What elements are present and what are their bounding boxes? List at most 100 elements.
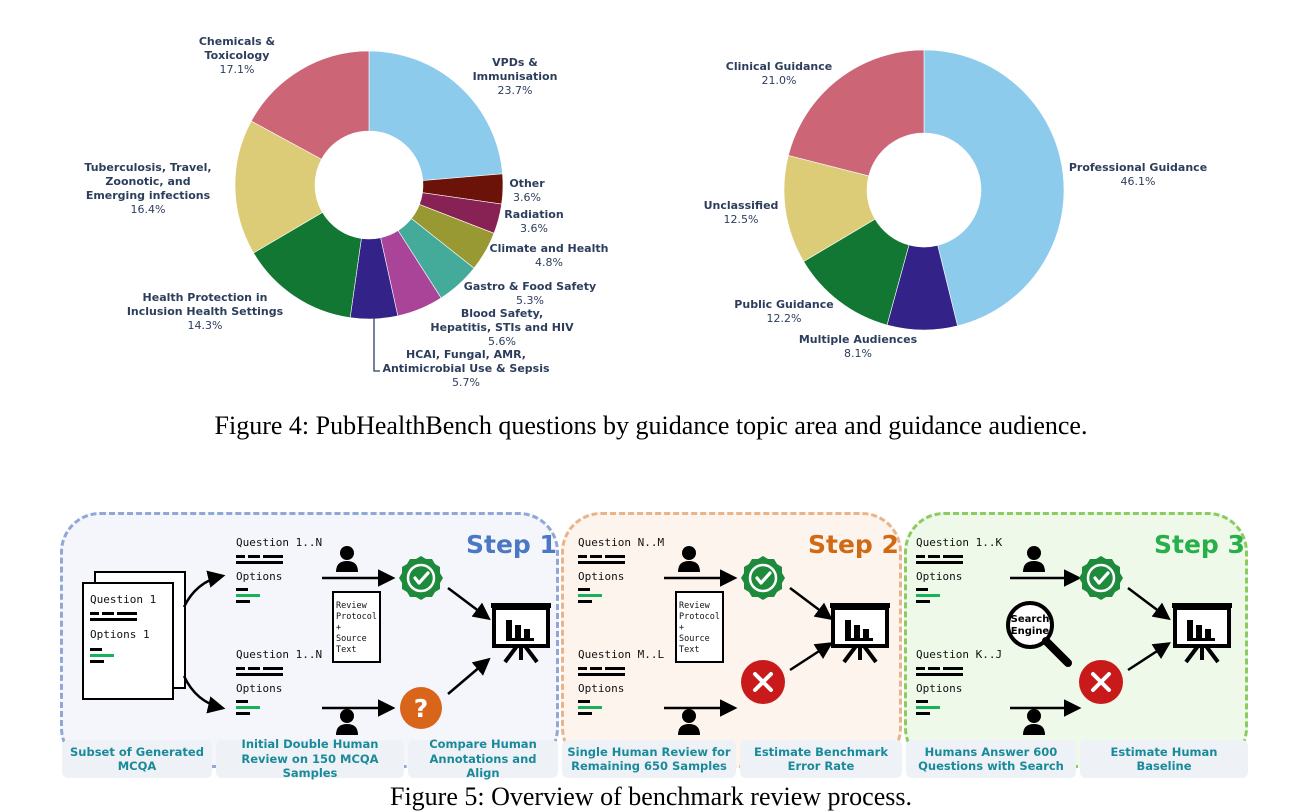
svg-text:8.1%: 8.1% — [844, 347, 872, 360]
svg-text:Public Guidance: Public Guidance — [734, 298, 833, 311]
svg-text:Protocol: Protocol — [679, 612, 720, 622]
svg-text:4.8%: 4.8% — [535, 256, 563, 269]
svg-text:Antimicrobial Use & Sepsis: Antimicrobial Use & Sepsis — [382, 362, 550, 375]
svg-text:Chemicals &: Chemicals & — [199, 35, 276, 48]
svg-text:Health Protection in: Health Protection in — [143, 291, 268, 304]
slice-label-public: Public Guidance 12.2% — [734, 298, 833, 325]
options-label: Options — [916, 570, 962, 583]
svg-text:Review: Review — [679, 601, 711, 611]
svg-text:Toxicology: Toxicology — [205, 49, 270, 62]
svg-text:Source: Source — [679, 634, 710, 644]
reviewer-person-icon — [678, 709, 700, 735]
svg-text:5.3%: 5.3% — [516, 294, 544, 307]
stage-box-compare-align: Compare Human Annotations and Align — [408, 737, 558, 780]
correct-check-icon — [1077, 554, 1125, 602]
donut-slice-vpds-immunisation — [368, 50, 503, 181]
svg-text:17.1%: 17.1% — [220, 63, 255, 76]
svg-text:5.7%: 5.7% — [452, 376, 480, 389]
options-label: Options — [578, 570, 624, 583]
search-engine-magnifier-icon: Search Engine — [1006, 601, 1072, 667]
figure-4-caption: Figure 4: PubHealthBench questions by gu… — [214, 411, 1088, 440]
question-range-label: Question N..M — [578, 536, 664, 549]
figure-5-caption: Figure 5: Overview of benchmark review p… — [390, 782, 912, 811]
svg-text:Tuberculosis, Travel,: Tuberculosis, Travel, — [84, 161, 211, 174]
approved-check-icon — [397, 554, 445, 602]
svg-text:Other: Other — [509, 177, 545, 190]
review-protocol-document-icon: Review Protocol + Source Text — [675, 591, 724, 663]
donut-slice-tuberculosis-travel-zoonotic-and-emerging-infections — [234, 120, 323, 254]
slice-label-health-protection: Health Protection in Inclusion Health Se… — [127, 291, 284, 332]
question-range-label: Question 1..N — [236, 536, 322, 549]
svg-text:21.0%: 21.0% — [762, 74, 797, 87]
svg-text:Immunisation: Immunisation — [473, 70, 558, 83]
question-range-label: Question 1..K — [916, 536, 1002, 549]
options-label: Options — [236, 682, 282, 695]
slice-label-multiple: Multiple Audiences 8.1% — [799, 333, 918, 360]
svg-text:Protocol: Protocol — [336, 612, 377, 622]
slice-label-climate: Climate and Health 4.8% — [490, 242, 609, 269]
reviewer-person-icon — [678, 546, 700, 572]
svg-text:Radiation: Radiation — [504, 208, 563, 221]
svg-text:Clinical Guidance: Clinical Guidance — [726, 60, 833, 73]
slice-label-hcai: HCAI, Fungal, AMR, Antimicrobial Use & S… — [373, 318, 550, 389]
svg-text:12.2%: 12.2% — [767, 312, 802, 325]
svg-text:+: + — [679, 623, 684, 633]
arrow-doc-bottom — [182, 675, 226, 714]
slice-label-other: Other 3.6% — [509, 177, 545, 204]
reviewer-person-icon — [336, 709, 358, 735]
question-range-label: Question 1..N — [236, 648, 322, 661]
svg-text:Options 1: Options 1 — [90, 628, 150, 641]
svg-text:Source: Source — [336, 634, 367, 644]
svg-text:Emerging infections: Emerging infections — [86, 189, 211, 202]
slice-label-unclassified: Unclassified 12.5% — [704, 199, 779, 226]
stage-box-error-rate: Estimate Benchmark Error Rate — [740, 740, 902, 778]
slice-label-gastro: Gastro & Food Safety 5.3% — [464, 280, 596, 307]
donut-slice-health-protection-in-inclusion-health-settings — [253, 211, 362, 319]
generated-mcqa-document-icon: Question 1 Options 1 — [82, 571, 186, 700]
svg-text:Search: Search — [1011, 614, 1050, 625]
svg-text:Review: Review — [336, 601, 368, 611]
svg-text:14.3%: 14.3% — [188, 319, 223, 332]
reviewer-person-icon — [336, 546, 358, 572]
options-label: Options — [236, 570, 282, 583]
question-mark-icon: ? — [400, 687, 442, 729]
stage-box-humans-answer: Humans Answer 600 Questions with Search — [906, 740, 1076, 778]
slice-label-chemicals: Chemicals & Toxicology 17.1% — [199, 35, 276, 76]
slice-label-tuberculosis: Tuberculosis, Travel, Zoonotic, and Emer… — [84, 161, 211, 216]
topic-area-donut-chart — [234, 50, 504, 320]
options-label: Options — [916, 682, 962, 695]
svg-text:HCAI, Fungal, AMR,: HCAI, Fungal, AMR, — [406, 348, 526, 361]
svg-text:?: ? — [414, 694, 429, 723]
incorrect-cross-icon — [1077, 658, 1125, 706]
svg-text:Blood Safety,: Blood Safety, — [461, 307, 543, 320]
stage-box-human-baseline: Estimate Human Baseline — [1080, 740, 1248, 778]
presentation-chart-icon — [1170, 601, 1234, 664]
svg-text:Zoonotic, and: Zoonotic, and — [105, 175, 190, 188]
presentation-chart-icon — [489, 601, 553, 664]
svg-text:Unclassified: Unclassified — [704, 199, 779, 212]
rejected-cross-icon — [739, 658, 787, 706]
audience-donut-chart — [783, 49, 1065, 331]
figure-4-donut-charts: VPDs & Immunisation 23.7% Chemicals & To… — [84, 35, 1207, 389]
step-3-title: Step 3 — [1154, 530, 1245, 559]
svg-text:Engine: Engine — [1011, 626, 1050, 637]
svg-text:Question 1: Question 1 — [90, 593, 156, 606]
svg-text:16.4%: 16.4% — [131, 203, 166, 216]
options-label: Options — [578, 682, 624, 695]
donut-slice-clinical-guidance — [787, 49, 925, 177]
svg-text:Text: Text — [336, 645, 356, 655]
svg-text:23.7%: 23.7% — [498, 84, 533, 97]
human-person-icon — [1023, 709, 1045, 735]
step-1-title: Step 1 — [466, 530, 557, 559]
review-protocol-document-icon: Review Protocol + Source Text — [332, 591, 381, 663]
svg-text:12.5%: 12.5% — [724, 213, 759, 226]
slice-label-clinical: Clinical Guidance 21.0% — [726, 60, 833, 87]
svg-text:Inclusion Health Settings: Inclusion Health Settings — [127, 305, 284, 318]
stage-box-single-review: Single Human Review for Remaining 650 Sa… — [562, 740, 736, 778]
donut-slice-professional-guidance — [923, 49, 1065, 327]
svg-text:46.1%: 46.1% — [1121, 175, 1156, 188]
svg-text:3.6%: 3.6% — [520, 222, 548, 235]
diagram-icons: Question 1 Options 1 Question 1..N Optio… — [82, 536, 1234, 735]
slice-label-radiation: Radiation 3.6% — [504, 208, 563, 235]
stage-box-initial-review: Initial Double Human Review on 150 MCQA … — [216, 737, 404, 780]
